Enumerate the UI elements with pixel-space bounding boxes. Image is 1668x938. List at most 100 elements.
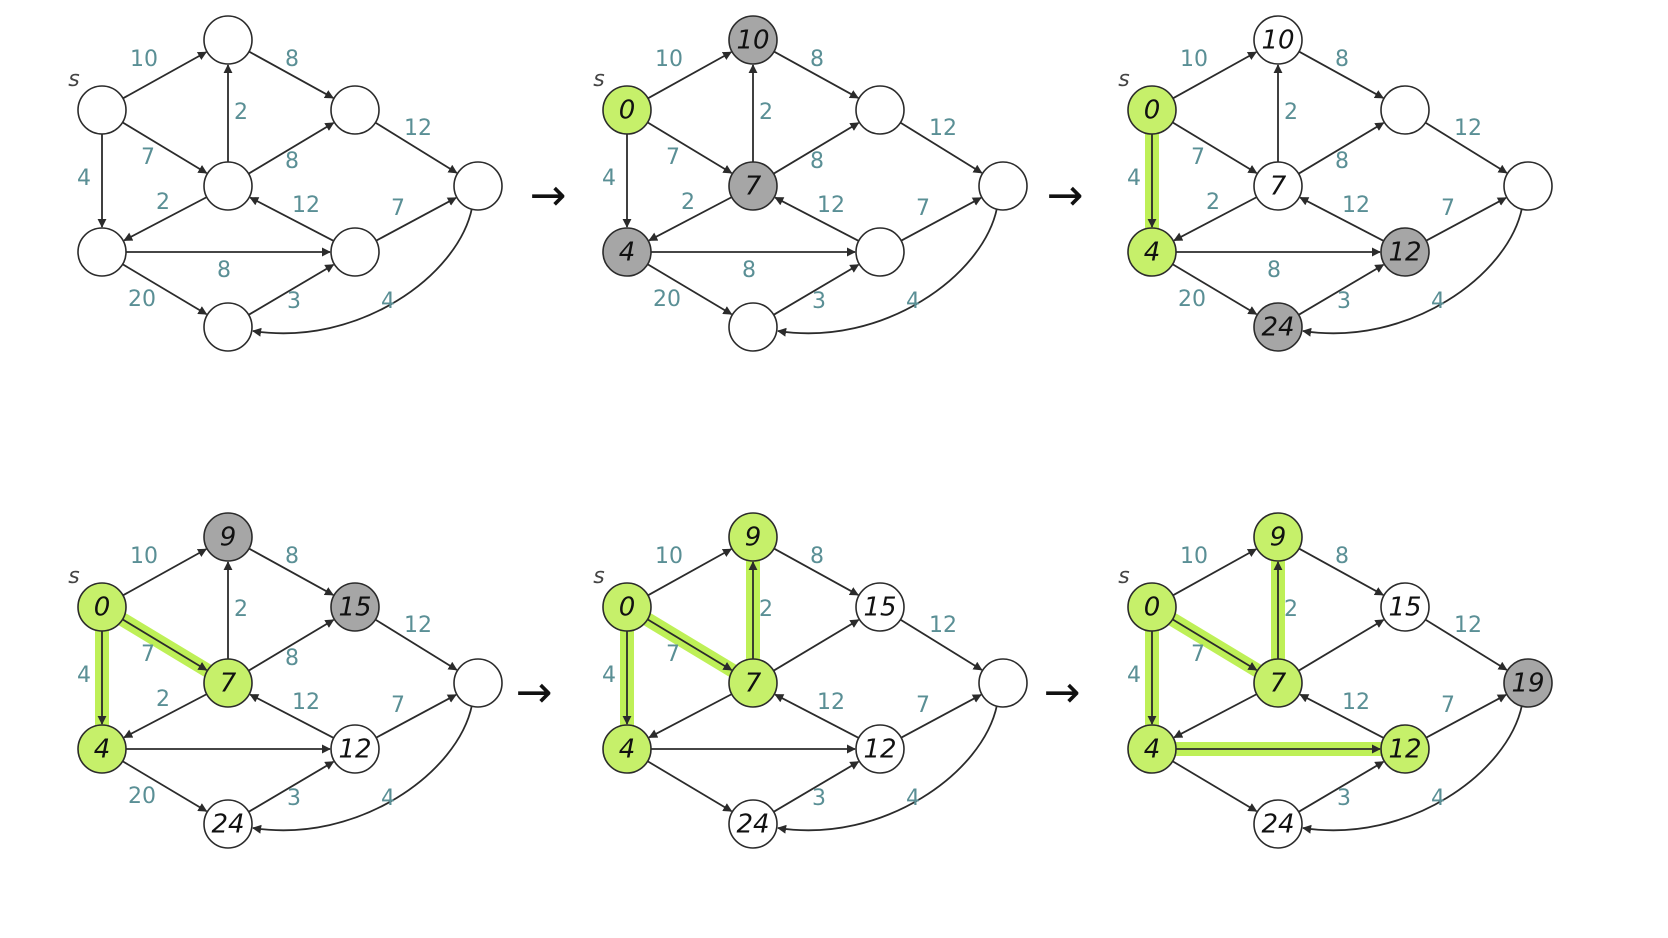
source-label: s — [68, 564, 79, 589]
node-b — [1253, 161, 1303, 211]
node-distance-e: 12 — [1388, 735, 1421, 765]
graph-panel-3: 10 7 4 8 2 8 2 12 12 8 7 20 3 4 s0 10 7 4 12 24 — [1118, 15, 1553, 352]
node-b — [728, 658, 778, 708]
node-a — [728, 15, 778, 65]
edge-e-t — [900, 197, 982, 242]
edge-b-c — [1173, 693, 1258, 739]
edge-weight-b-a: 2 — [234, 100, 248, 125]
node-distance-a: 9 — [745, 523, 762, 553]
edge-weight-s-a: 10 — [130, 544, 158, 569]
edge-e-b — [249, 196, 335, 242]
edge-b-c — [1173, 196, 1258, 242]
step-arrow-3: → — [516, 667, 553, 718]
edge-weight-f-e: 3 — [1337, 786, 1351, 811]
edge-weight-b-a: 2 — [759, 100, 773, 125]
edge-weight-e-b: 12 — [817, 690, 845, 715]
node-d — [1380, 85, 1430, 135]
edge-weight-b-d: 8 — [285, 149, 299, 174]
node-f — [203, 799, 253, 849]
edge-weight-d-t: 12 — [929, 613, 957, 638]
node-f — [1253, 302, 1303, 352]
edge-weight-s-c: 4 — [1127, 663, 1141, 688]
edge-e-t — [1425, 197, 1507, 242]
node-distance-s: 0 — [619, 96, 636, 126]
node-distance-s: 0 — [94, 593, 111, 623]
node-distance-e: 12 — [338, 735, 371, 765]
edge-weight-c-f: 20 — [128, 784, 156, 809]
edge-weight-s-a: 10 — [130, 47, 158, 72]
edge-weight-c-e: 8 — [1267, 258, 1281, 283]
edge-weight-e-b: 12 — [292, 690, 320, 715]
node-t — [453, 161, 503, 211]
edge-b-c — [648, 196, 733, 242]
node-distance-s: 0 — [1144, 593, 1161, 623]
edge-weight-a-d: 8 — [285, 47, 299, 72]
graph-panel-1: 10 7 4 8 2 8 2 12 12 8 7 20 3 4 s — [68, 15, 503, 352]
edge-f-e — [773, 760, 860, 813]
edge-weight-s-c: 4 — [1127, 166, 1141, 191]
node-s — [602, 582, 652, 632]
edge-f-e — [248, 760, 335, 813]
edge-c-f — [122, 760, 208, 812]
edge-weight-t-f: 4 — [1431, 289, 1445, 314]
edge-weight-s-b: 7 — [666, 145, 680, 170]
edge-e-b — [1299, 196, 1385, 242]
edge-s-b — [122, 618, 208, 671]
edge-c-f — [647, 263, 733, 315]
node-distance-a: 9 — [220, 523, 237, 553]
node-b — [728, 161, 778, 211]
edge-t-f — [1302, 207, 1523, 337]
node-e — [330, 227, 380, 277]
source-label: s — [1118, 564, 1129, 589]
node-t — [978, 161, 1028, 211]
edge-b-d — [773, 619, 860, 672]
edge-s-b — [647, 121, 733, 174]
node-distance-f: 24 — [736, 810, 769, 840]
edge-weight-s-b: 7 — [141, 145, 155, 170]
node-t — [453, 658, 503, 708]
node-b — [203, 658, 253, 708]
edge-e-b — [249, 693, 335, 739]
edge-weight-c-f: 20 — [1178, 287, 1206, 312]
edge-weight-s-b: 7 — [666, 642, 680, 667]
edge-t-f — [1302, 704, 1523, 834]
edge-weight-t-f: 4 — [381, 786, 395, 811]
node-s — [602, 85, 652, 135]
edge-weight-d-t: 12 — [1454, 116, 1482, 141]
edge-a-d — [773, 547, 859, 596]
node-c — [602, 724, 652, 774]
node-distance-c: 4 — [94, 735, 111, 765]
edge-b-d — [248, 122, 335, 175]
edge-weight-e-b: 12 — [817, 193, 845, 218]
edge-weight-s-b: 7 — [141, 642, 155, 667]
node-d — [855, 85, 905, 135]
edge-weight-f-e: 3 — [1337, 289, 1351, 314]
node-e — [1380, 227, 1430, 277]
edge-weight-e-b: 12 — [292, 193, 320, 218]
node-distance-e: 12 — [1388, 238, 1421, 268]
node-distance-s: 0 — [619, 593, 636, 623]
node-s — [1127, 582, 1177, 632]
edge-s-b — [1172, 618, 1258, 671]
edge-weight-t-f: 4 — [906, 289, 920, 314]
node-f — [728, 799, 778, 849]
edge-d-t — [1424, 618, 1508, 671]
node-e — [330, 724, 380, 774]
edge-a-d — [248, 50, 334, 99]
node-distance-f: 24 — [211, 810, 244, 840]
node-s — [77, 582, 127, 632]
node-distance-b: 7 — [745, 669, 762, 699]
edge-weight-s-a: 10 — [655, 544, 683, 569]
edge-weight-f-e: 3 — [287, 786, 301, 811]
edge-b-c — [648, 693, 733, 739]
step-arrow-4: → — [1044, 667, 1081, 718]
node-distance-s: 0 — [1144, 96, 1161, 126]
node-c — [77, 724, 127, 774]
edge-d-t — [1424, 121, 1508, 174]
edge-t-f — [777, 704, 998, 834]
step-arrow-1: → — [530, 170, 567, 221]
edge-weight-c-e: 8 — [742, 258, 756, 283]
edge-f-e — [1298, 263, 1385, 316]
node-d — [855, 582, 905, 632]
node-distance-d: 15 — [338, 593, 371, 623]
